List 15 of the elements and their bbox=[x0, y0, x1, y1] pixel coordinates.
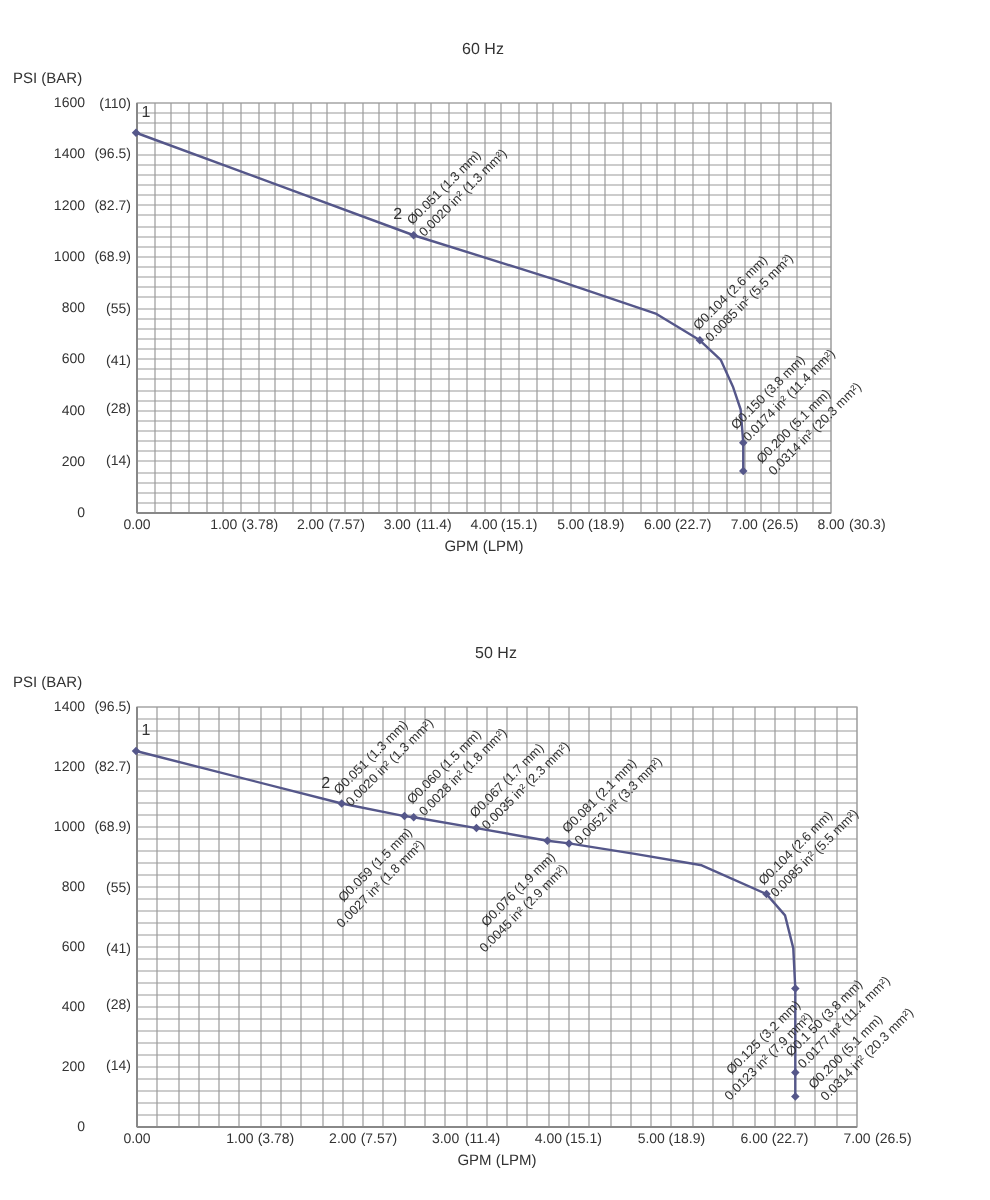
point bbox=[543, 836, 552, 845]
annotation: 2 bbox=[321, 773, 332, 792]
point bbox=[791, 1068, 800, 1077]
point bbox=[409, 813, 418, 822]
annotation: 1 bbox=[141, 102, 152, 121]
point bbox=[791, 1092, 800, 1101]
chart-title: 50 Hz bbox=[475, 644, 517, 662]
point bbox=[131, 746, 141, 756]
point bbox=[337, 799, 346, 808]
annotation: 2 bbox=[393, 205, 404, 224]
annotation: 1 bbox=[141, 721, 152, 739]
point bbox=[791, 984, 800, 993]
point bbox=[695, 336, 705, 345]
point bbox=[409, 231, 418, 240]
chart-title: 60 Hz bbox=[462, 40, 504, 58]
